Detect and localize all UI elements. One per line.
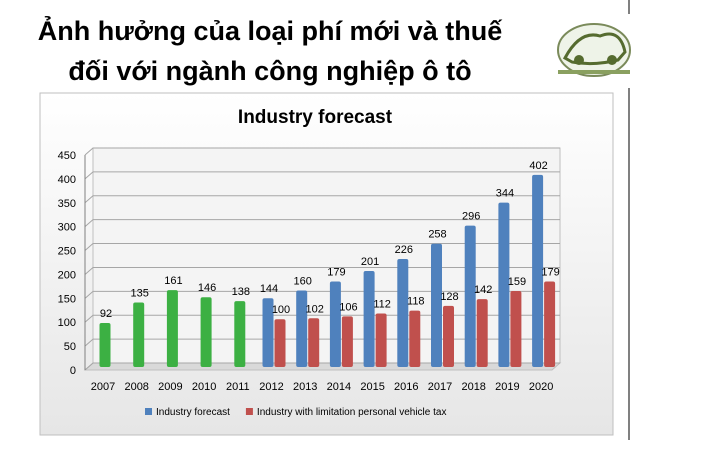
plot: 0 50 100 150 200 250 300 350 400 450 2007 2008 2009 2… [58,147,562,418]
bar [262,298,274,367]
data-label: 344 [496,188,514,200]
bar [296,290,308,367]
data-label: 135 [131,288,149,300]
legend-swatch [145,408,152,415]
grid-line [84,243,560,251]
data-label: 138 [232,286,250,298]
y-tick-label: 50 [64,341,76,353]
y-tick-label: 450 [58,150,76,162]
x-tick-label: 2012 [259,381,283,393]
x-tick-label: 2009 [158,381,182,393]
grid-line [84,171,560,180]
legend-label: Industry with limitation personal vehicl… [257,407,447,418]
bar [532,174,544,367]
data-label: 201 [361,256,379,268]
data-label: 102 [306,303,324,315]
logo [557,23,631,77]
x-tick-label: 2019 [495,381,519,393]
bar [329,281,341,367]
data-label: 226 [395,244,413,256]
bar [166,290,178,367]
data-label: 296 [462,211,480,223]
data-label: 146 [198,282,216,294]
bar [341,316,353,367]
bar [200,297,212,367]
data-label: 92 [100,308,112,320]
x-tick-label: 2008 [124,381,148,393]
data-label: 142 [474,284,492,296]
plot-wall [92,147,561,364]
chart-title: Industry forecast [238,107,393,128]
y-tick-label: 350 [58,198,76,210]
legend-label: Industry forecast [156,407,230,418]
x-tick-label: 2016 [394,381,418,393]
slide-title-line: Ảnh hưởng của loại phí mới và thuế [38,14,503,46]
data-label: 258 [428,229,446,241]
bar [464,225,476,367]
data-label: 144 [260,283,278,295]
grid-line [84,219,560,228]
data-label: 402 [529,160,547,172]
bar [133,302,145,367]
x-tick-label: 2015 [360,381,384,393]
y-tick-label: 100 [58,317,76,329]
grid-line [84,147,560,156]
plot-floor [83,362,562,371]
bar [476,299,488,367]
x-tick-label: 2014 [327,381,351,393]
bar [498,202,510,367]
bar [409,310,421,367]
y-tick-label: 250 [58,246,76,258]
bar [363,270,375,367]
bar [544,281,556,367]
x-tick-label: 2020 [529,381,553,393]
x-tick-label: 2018 [461,381,485,393]
bar [274,319,286,367]
y-tick-label: 0 [70,365,76,377]
y-tick-label: 300 [58,222,76,234]
grid-line [84,195,560,204]
bar [99,323,111,367]
y-tick-label: 400 [58,174,76,186]
data-label: 100 [272,304,290,316]
x-tick-label: 2011 [226,381,250,393]
x-tick-label: 2017 [428,381,452,393]
bar [308,318,320,367]
bar [510,291,522,367]
data-label: 112 [373,298,391,310]
data-label: 159 [508,276,526,288]
y-tick-label: 200 [58,269,76,281]
data-label: 128 [440,291,458,303]
data-label: 106 [339,301,357,313]
bar [443,305,454,367]
bar [234,301,246,367]
slide-title-line: đối với ngành công nghiệp ô tô [68,56,471,86]
data-label: 160 [294,276,312,288]
data-label: 179 [327,266,345,278]
x-tick-label: 2007 [91,381,115,393]
data-label: 179 [541,266,559,278]
y-tick-label: 150 [58,293,76,305]
x-tick-label: 2010 [192,381,216,393]
data-label: 118 [407,296,425,308]
legend-swatch [245,408,253,415]
x-tick-label: 2013 [293,381,317,393]
bar [375,313,387,367]
data-label: 161 [164,275,182,287]
bar [431,243,442,367]
bar [397,259,409,367]
